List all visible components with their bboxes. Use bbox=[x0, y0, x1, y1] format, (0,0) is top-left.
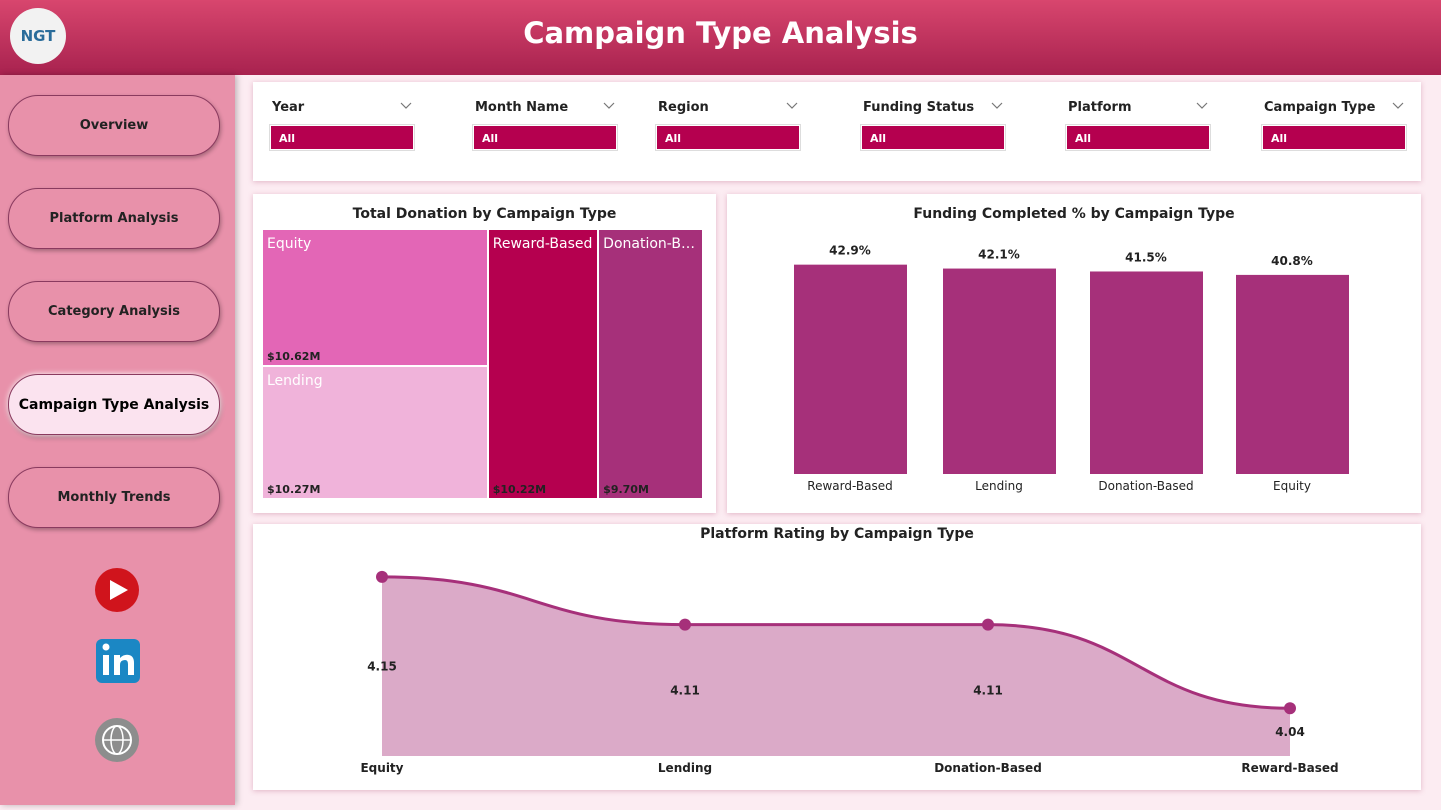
bar bbox=[1236, 274, 1349, 474]
filter-label: Year bbox=[272, 100, 305, 115]
treemap-tile: Lending $10.27M bbox=[262, 366, 488, 499]
header: Campaign Type Analysis bbox=[0, 0, 1441, 75]
chart-title: Total Donation by Campaign Type bbox=[352, 206, 617, 222]
point-value-label: 4.15 bbox=[367, 659, 397, 673]
bar bbox=[794, 264, 907, 474]
x-tick-label: Reward-Based bbox=[1241, 761, 1338, 775]
nav-button[interactable]: Category Analysis bbox=[8, 281, 220, 342]
filter-label: Region bbox=[658, 100, 709, 115]
tile-value: $9.70M bbox=[603, 483, 649, 496]
filter-panel bbox=[253, 82, 1421, 181]
chart-title: Platform Rating by Campaign Type bbox=[700, 526, 974, 542]
tile-value: $10.27M bbox=[267, 482, 321, 496]
linkedin-glyph bbox=[102, 643, 110, 651]
nav-button[interactable]: Campaign Type Analysis bbox=[8, 374, 220, 435]
bar-value-label: 40.8% bbox=[1271, 254, 1313, 268]
treemap-tile: Donation-Based$9.70M bbox=[598, 229, 703, 499]
chevron bbox=[1196, 102, 1208, 109]
filter-label: Campaign Type bbox=[1264, 100, 1376, 115]
chevron bbox=[603, 102, 615, 109]
nav-button[interactable]: Platform Analysis bbox=[8, 188, 220, 249]
logo: NGT bbox=[10, 8, 66, 64]
treemap-tile: Equity $10.62M bbox=[262, 229, 488, 367]
x-tick-label: Lending bbox=[658, 761, 712, 775]
linkedin-glyph bbox=[103, 655, 109, 675]
filter-dropdown[interactable]: All bbox=[860, 124, 1006, 151]
x-tick-label: Equity bbox=[1273, 479, 1311, 493]
bar-value-label: 42.9% bbox=[829, 244, 871, 258]
filter-dropdown[interactable]: All bbox=[655, 124, 801, 151]
filter-dropdown[interactable]: All bbox=[1261, 124, 1407, 151]
chevron bbox=[991, 102, 1003, 109]
bar-value-label: 42.1% bbox=[978, 248, 1020, 262]
page-title: Campaign Type Analysis bbox=[523, 16, 918, 50]
chevron bbox=[400, 102, 412, 109]
filter-label: Funding Status bbox=[863, 100, 975, 115]
chevron bbox=[1392, 102, 1404, 109]
point bbox=[679, 618, 691, 631]
chart-title: Funding Completed % by Campaign Type bbox=[913, 206, 1235, 222]
social-icons bbox=[95, 568, 140, 762]
point-value-label: 4.11 bbox=[973, 683, 1003, 697]
filter-dropdown[interactable]: All bbox=[472, 124, 618, 151]
filter-label: Platform bbox=[1068, 100, 1132, 115]
treemap-tile: Reward-Based $10.22M bbox=[487, 229, 599, 499]
youtube-play bbox=[110, 580, 128, 600]
bar-value-label: 41.5% bbox=[1125, 250, 1167, 264]
x-tick-label: Donation-Based bbox=[1098, 479, 1193, 493]
x-tick-label: Donation-Based bbox=[934, 761, 1042, 775]
treemap: Equity $10.62M Lending $10.27M Reward-Based $… bbox=[262, 229, 703, 499]
nav-button[interactable]: Monthly Trends bbox=[8, 467, 220, 528]
tile-value: $10.22M bbox=[492, 483, 547, 496]
nav-button[interactable]: Overview bbox=[8, 95, 220, 156]
filter-dropdown[interactable]: All bbox=[1065, 124, 1211, 151]
tile-value: $10.62M bbox=[267, 350, 321, 364]
chevron bbox=[786, 102, 798, 109]
bar bbox=[943, 268, 1056, 474]
bar bbox=[1090, 271, 1203, 474]
filter-label: Month Name bbox=[475, 100, 569, 115]
line bbox=[381, 575, 1291, 710]
point bbox=[376, 570, 388, 583]
point-value-label: 4.11 bbox=[670, 683, 700, 697]
point bbox=[1284, 702, 1296, 715]
x-tick-label: Reward-Based bbox=[807, 479, 892, 493]
x-tick-label: Lending bbox=[975, 479, 1023, 493]
point-value-label: 4.04 bbox=[1275, 725, 1305, 739]
x-tick-label: Equity bbox=[360, 761, 403, 775]
point bbox=[982, 618, 994, 631]
linkedin-glyph bbox=[114, 654, 134, 675]
filter-dropdown[interactable]: All bbox=[269, 124, 415, 151]
area bbox=[382, 576, 1290, 756]
